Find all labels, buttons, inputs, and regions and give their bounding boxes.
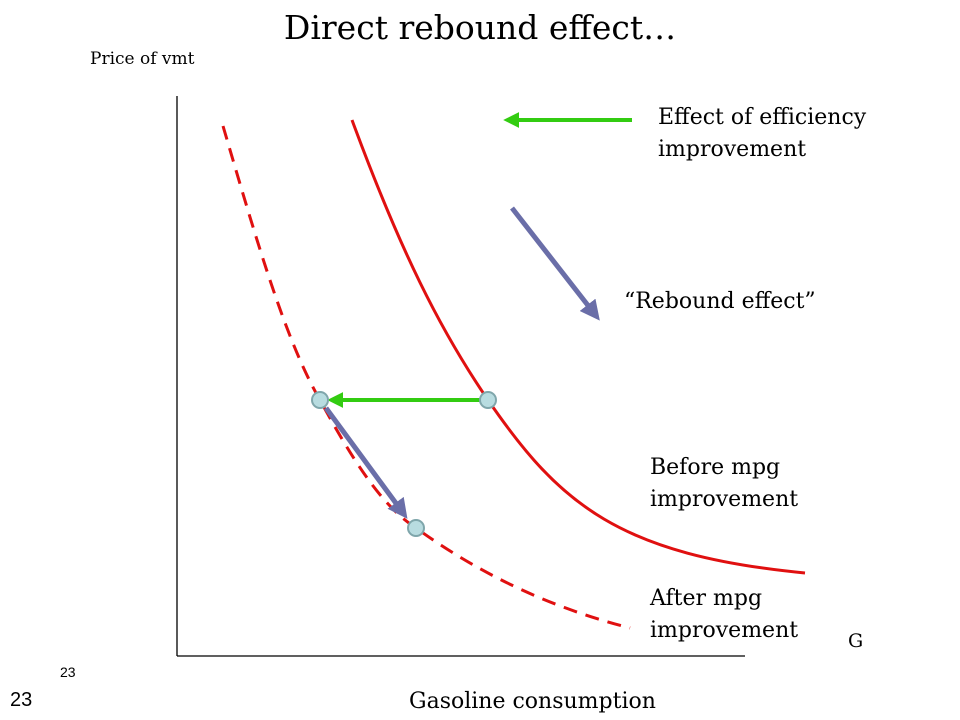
after-label-line-2: improvement — [650, 618, 799, 643]
rebound-label: “Rebound effect” — [624, 289, 816, 314]
rebound-point — [407, 519, 425, 537]
before-label-line-1: Before mpg — [650, 455, 781, 480]
after-label: After mpg improvement — [650, 583, 798, 647]
efficiency-label-line-2: improvement — [658, 137, 807, 162]
before-label-line-2: improvement — [650, 487, 799, 512]
before-label: Before mpg improvement — [650, 452, 798, 516]
after-curve — [221, 125, 631, 630]
x-axis-label: Gasoline consumption — [409, 689, 656, 714]
slide-title: Direct rebound effect… — [283, 8, 677, 47]
page-number-large: 23 — [10, 689, 33, 711]
rebound-move-arrow — [323, 406, 408, 519]
efficiency-label-line-1: Effect of efficiency — [658, 105, 867, 130]
y-axis-label: Price of vmt — [90, 49, 195, 69]
efficiency-label: Effect of efficiency improvement — [658, 102, 866, 166]
efficiency-point — [311, 391, 329, 409]
after-label-line-1: After mpg — [650, 586, 763, 611]
x-axis-end-label: G — [848, 630, 864, 652]
initial-point — [479, 391, 497, 409]
rebound-arrow-legend — [510, 206, 600, 321]
page-number-small: 23 — [60, 664, 76, 680]
